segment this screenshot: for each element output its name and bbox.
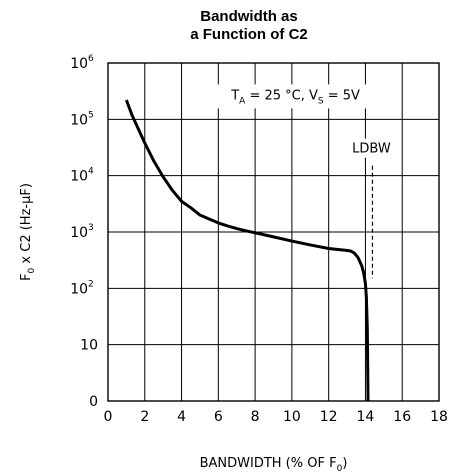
x-tick-label: 14 [357,409,375,425]
x-axis-label-main: BANDWIDTH (% OF F [200,456,337,471]
y-tick-label: 102 [70,279,94,297]
y-tick-label: 103 [70,223,94,241]
y-axis-label: F0 x C2 (Hz-μF) [19,183,37,281]
ldbw-label: LDBW [352,142,391,157]
x-axis-label-close: ) [342,456,347,471]
x-tick-label: 8 [251,409,260,425]
x-axis-label-subscript: 0 [337,464,343,472]
x-tick-labels: 0 2 4 6 8 10 12 14 16 18 [104,409,448,425]
y-tick-labels: 0 10 102 103 104 105 106 [70,54,98,410]
x-tick-label: 6 [214,409,223,425]
bandwidth-curve [124,99,370,402]
y-axis-label-f: F [19,273,34,280]
v-subscript: S [318,96,324,106]
condition-annotation: TA = 25 °C, VS = 5V [203,84,388,109]
y-tick-label: 0 [89,394,98,410]
v-value: = 5V [324,88,360,103]
y-axis-label-subscript: 0 [27,267,37,273]
ldbw-marker: LDBW [345,138,398,279]
y-tick-label: 105 [70,110,94,128]
condition-text: TA = 25 °C, VS = 5V [230,88,360,106]
chart-title-line-1: Bandwidth as [200,8,298,25]
y-axis-label-rest: x C2 (Hz-μF) [19,183,34,268]
chart-title-line-2: a Function of C2 [190,26,308,43]
t-subscript: A [239,96,246,106]
y-tick-label: 106 [70,54,94,72]
x-tick-label: 12 [320,409,338,425]
x-tick-label: 18 [430,409,448,425]
y-tick-label: 104 [70,167,94,185]
t-symbol: T [230,88,239,103]
x-tick-label: 16 [393,409,411,425]
x-tick-label: 4 [177,409,186,425]
grid [108,63,439,401]
y-tick-label: 10 [80,338,98,354]
plot-frame [107,62,440,402]
x-tick-label: 0 [104,409,113,425]
x-tick-label: 2 [140,409,149,425]
x-axis-label: BANDWIDTH (% OF F0) [200,456,348,472]
x-tick-label: 10 [283,409,301,425]
t-value: = 25 °C, V [245,88,318,103]
